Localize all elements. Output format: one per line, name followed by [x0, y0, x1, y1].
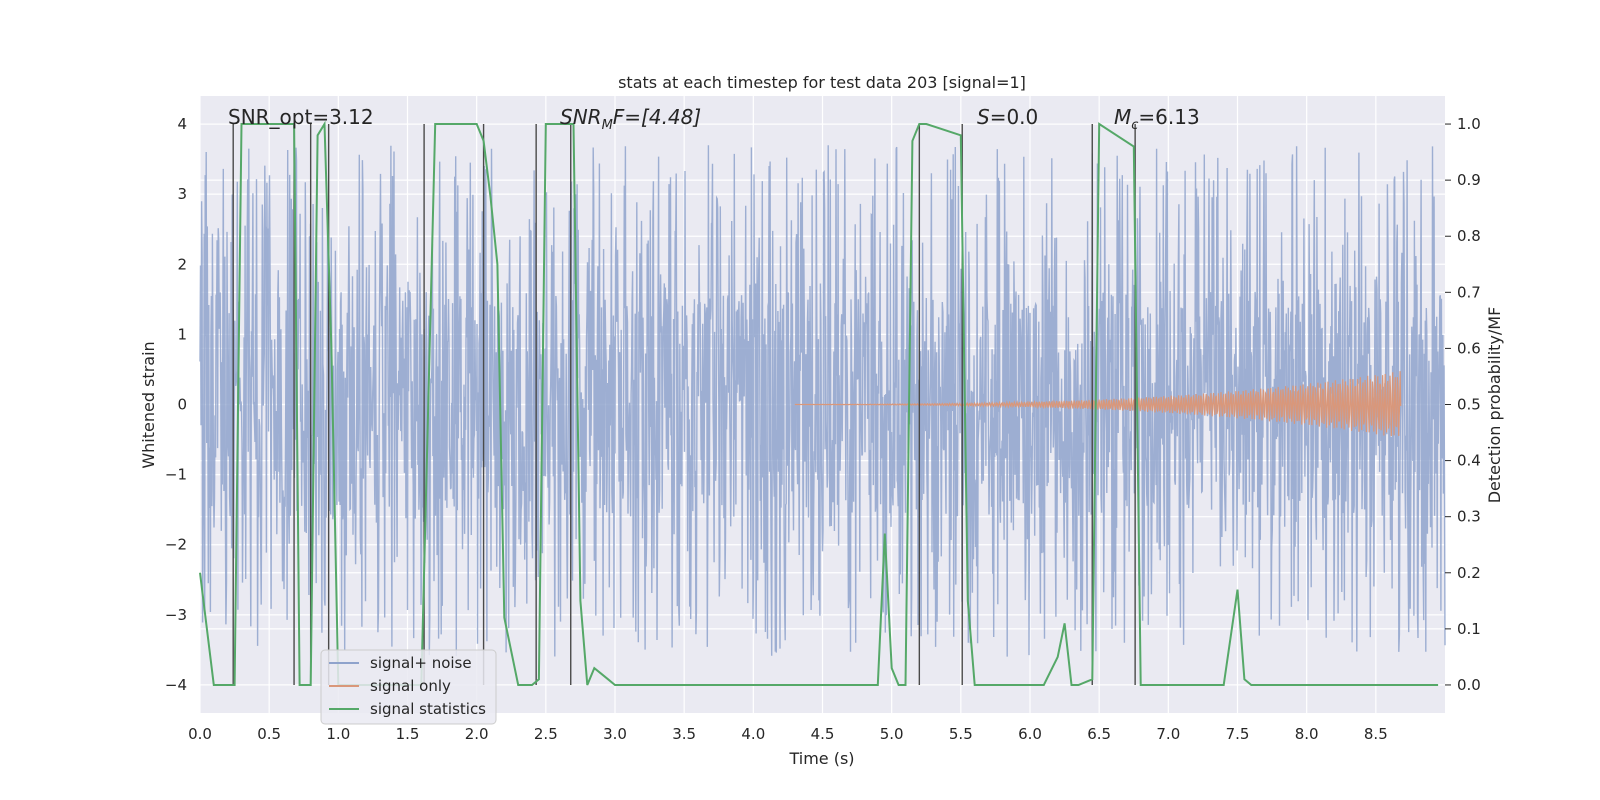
annotation-mc-sub: c	[1131, 118, 1138, 133]
series-signal-statistics	[199, 120, 1439, 686]
y-axis-right-ticks: 0.0 0.1 0.2 0.3 0.4 0.5 0.6 0.7 0.8 0.9 1.0	[1445, 115, 1481, 694]
chirp-line	[794, 371, 1402, 437]
legend-entry-signal-noise: signal+ noise	[370, 654, 472, 672]
x-axis-label: Time (s)	[788, 749, 854, 768]
annotation-snr-mf-rest: F=[4.48]	[613, 105, 701, 129]
y-left-tick-label: −4	[165, 676, 187, 694]
series-signal-noise	[199, 145, 1446, 657]
legend-box	[320, 649, 497, 725]
x-tick-label: 7.5	[1226, 725, 1250, 743]
annotation-snr-mf: SNRMF=[4.48]	[560, 105, 701, 133]
legend-entry-signal-statistics: signal statistics	[370, 700, 486, 718]
legend-entry-signal-only: signal only	[370, 677, 451, 695]
legend: signal+ noise signal only signal statist…	[320, 649, 497, 725]
y-right-tick-label: 0.3	[1457, 508, 1481, 526]
y-right-tick-label: 0.1	[1457, 620, 1481, 638]
y-right-tick-label: 0.8	[1457, 227, 1481, 245]
annotation-snr-mf-sub: M	[602, 118, 613, 133]
x-tick-label: 0.5	[257, 725, 281, 743]
y-right-tick-label: 0.6	[1457, 339, 1481, 357]
annotation-snr-opt: SNR_opt=3.12	[228, 105, 374, 129]
annotation-mc-rest: =6.13	[1138, 105, 1199, 129]
y-left-tick-label: −2	[165, 536, 187, 554]
x-tick-label: 4.5	[811, 725, 835, 743]
x-tick-label: 2.0	[465, 725, 489, 743]
chart-title: stats at each timestep for test data 203…	[618, 73, 1026, 92]
x-tick-label: 6.5	[1087, 725, 1111, 743]
y-left-tick-label: 2	[177, 255, 187, 273]
x-tick-label: 8.0	[1295, 725, 1319, 743]
y-right-tick-label: 1.0	[1457, 115, 1481, 133]
x-tick-label: 2.5	[534, 725, 558, 743]
y-left-tick-label: 3	[177, 185, 187, 203]
x-tick-label: 0.0	[188, 725, 212, 743]
noise-line	[199, 145, 1446, 657]
y-axis-right-label: Detection probability/MF	[1485, 307, 1504, 504]
y-left-tick-label: 1	[177, 325, 187, 343]
y-right-tick-label: 0.2	[1457, 564, 1481, 582]
x-tick-label: 8.5	[1364, 725, 1388, 743]
annotation-snr-mf-main: SNR	[560, 105, 602, 129]
x-tick-label: 1.5	[396, 725, 420, 743]
y-axis-left-ticks: −4 −3 −2 −1 0 1 2 3 4	[165, 115, 187, 694]
x-tick-label: 3.5	[672, 725, 696, 743]
annotation-mc-main: M	[1114, 105, 1131, 129]
series-signal-only	[794, 371, 1402, 437]
annotation-s-main: S	[977, 105, 990, 129]
y-left-tick-label: −3	[165, 606, 187, 624]
y-right-tick-label: 0.7	[1457, 283, 1481, 301]
annotation-s-rest: =0.0	[990, 105, 1039, 129]
annotation-s: S=0.0	[977, 105, 1038, 129]
x-tick-label: 7.0	[1156, 725, 1180, 743]
annotation-mc: Mc=6.13	[1114, 105, 1200, 133]
y-axis-left-label: Whitened strain	[139, 341, 158, 468]
statistics-line	[199, 120, 1439, 686]
x-tick-label: 1.0	[326, 725, 350, 743]
y-right-tick-label: 0.0	[1457, 676, 1481, 694]
x-tick-label: 3.0	[603, 725, 627, 743]
y-right-tick-label: 0.5	[1457, 396, 1481, 414]
x-tick-label: 6.0	[1018, 725, 1042, 743]
x-tick-label: 4.0	[741, 725, 765, 743]
x-axis-ticks: 0.0 0.5 1.0 1.5 2.0 2.5 3.0 3.5 4.0 4.5 5.0 5.5 6.0 6…	[188, 725, 1388, 743]
y-left-tick-label: 4	[177, 115, 187, 133]
y-left-tick-label: −1	[165, 466, 187, 484]
x-tick-label: 5.5	[949, 725, 973, 743]
y-right-tick-label: 0.4	[1457, 452, 1481, 470]
y-right-tick-label: 0.9	[1457, 171, 1481, 189]
y-left-tick-label: 0	[177, 396, 187, 414]
x-tick-label: 5.0	[880, 725, 904, 743]
